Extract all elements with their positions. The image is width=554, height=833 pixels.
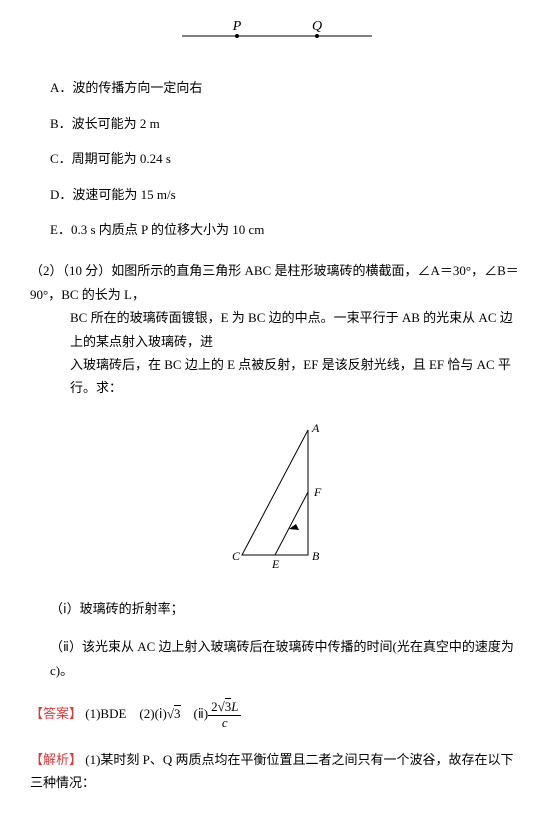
triangle-svg: A F B E C bbox=[222, 420, 332, 570]
figure-triangle: A F B E C bbox=[30, 420, 524, 577]
choice-a: A．波的传播方向一定向右 bbox=[50, 76, 524, 99]
analysis-line: 【解析】 (1)某时刻 P、Q 两质点均在平衡位置且二者之间只有一个波谷，故存在… bbox=[30, 748, 524, 795]
analysis-text: (1)某时刻 P、Q 两质点均在平衡位置且二者之间只有一个波谷，故存在以下三种情… bbox=[30, 752, 514, 790]
q2-stem-line1: （2）（10 分）如图所示的直角三角形 ABC 是柱形玻璃砖的横截面，∠A＝30… bbox=[30, 263, 519, 301]
q2-stem: （2）（10 分）如图所示的直角三角形 ABC 是柱形玻璃砖的横截面，∠A＝30… bbox=[30, 259, 524, 399]
choice-e: E．0.3 s 内质点 P 的位移大小为 10 cm bbox=[50, 218, 524, 241]
q2-stem-line3: 入玻璃砖后，在 BC 边上的 E 点被反射，EF 是该反射光线，且 EF 恰与 … bbox=[70, 353, 524, 400]
choice-d: D．波速可能为 15 m/s bbox=[50, 183, 524, 206]
answer-part2: (ⅱ) bbox=[181, 706, 209, 721]
label-q: Q bbox=[312, 20, 322, 34]
answer-fraction: 2√3Lc bbox=[208, 700, 241, 730]
label-a: A bbox=[311, 421, 320, 435]
label-p: P bbox=[232, 20, 242, 34]
label-e: E bbox=[271, 557, 280, 570]
answer-line: 【答案】 (1)BDE (2)(ⅰ)√3 (ⅱ)2√3Lc bbox=[30, 700, 524, 730]
answer-label: 【答案】 bbox=[30, 706, 82, 721]
analysis-label: 【解析】 bbox=[30, 752, 82, 767]
figure-pq: P Q bbox=[30, 20, 524, 51]
choice-c: C．周期可能为 0.24 s bbox=[50, 147, 524, 170]
answer-frac-den: c bbox=[208, 716, 241, 730]
pq-line-svg: P Q bbox=[177, 20, 377, 44]
label-c: C bbox=[232, 549, 241, 563]
sub-question-2: （ⅱ）该光束从 AC 边上射入玻璃砖后在玻璃砖中传播的时间(光在真空中的速度为 … bbox=[50, 635, 524, 682]
q2-stem-line2: BC 所在的玻璃砖面镀银，E 为 BC 边的中点。一束平行于 AB 的光束从 A… bbox=[70, 306, 524, 353]
label-f: F bbox=[313, 485, 322, 499]
answer-part1: (1)BDE (2)(ⅰ) bbox=[85, 706, 167, 721]
choice-b: B．波长可能为 2 m bbox=[50, 112, 524, 135]
sub-question-1: （ⅰ）玻璃砖的折射率； bbox=[50, 597, 524, 620]
label-b: B bbox=[312, 549, 320, 563]
